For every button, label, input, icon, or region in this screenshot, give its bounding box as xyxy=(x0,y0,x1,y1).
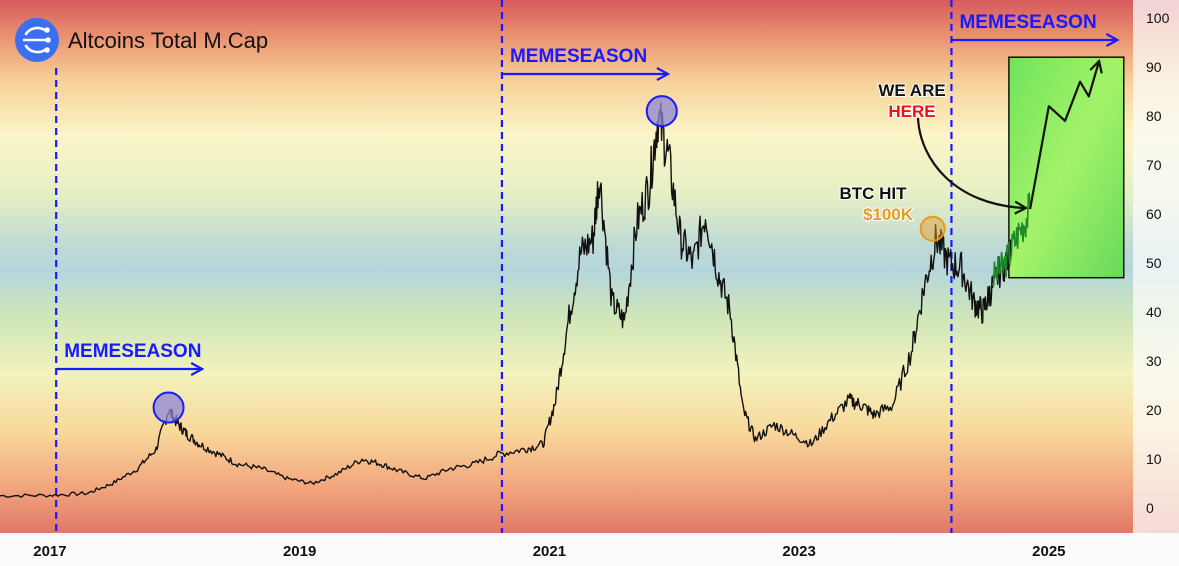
y-tick-label: 30 xyxy=(1146,353,1162,369)
chart-title: Altcoins Total M.Cap xyxy=(68,28,268,53)
y-tick-label: 70 xyxy=(1146,157,1162,173)
x-tick-label: 2023 xyxy=(782,543,815,560)
y-tick-label: 60 xyxy=(1146,206,1162,222)
x-tick-label: 2021 xyxy=(533,543,566,560)
btc-hit-circle-marker xyxy=(919,215,946,242)
we-are-label: WE ARE xyxy=(878,81,945,100)
memeseason-label: MEMESEASON xyxy=(510,46,647,67)
price-line xyxy=(0,102,1013,498)
y-tick-label: 20 xyxy=(1146,402,1162,418)
memeseason-markers: MEMESEASON MEMESEASON MEMESEASON xyxy=(55,0,1116,533)
recent-green-line xyxy=(991,192,1031,287)
x-axis-ticks: 2017 2019 2021 2023 2025 xyxy=(33,543,1065,560)
y-tick-label: 40 xyxy=(1146,304,1162,320)
y-tick-label: 10 xyxy=(1146,451,1162,467)
here-label: HERE xyxy=(888,102,935,121)
y-axis-ticks: 0 10 20 30 40 50 60 70 80 90 100 xyxy=(1146,10,1170,516)
peak-circle-marker xyxy=(152,391,185,424)
x-tick-label: 2017 xyxy=(33,543,66,560)
y-tick-label: 0 xyxy=(1146,500,1154,516)
projection-box xyxy=(1008,56,1125,279)
y-tick-label: 50 xyxy=(1146,255,1162,271)
y-tick-label: 90 xyxy=(1146,59,1162,75)
memeseason-label: MEMESEASON xyxy=(64,341,201,362)
projection-line xyxy=(1029,62,1099,210)
y-axis-band xyxy=(1133,0,1179,533)
x-tick-label: 2019 xyxy=(283,543,316,560)
memeseason-label: MEMESEASON xyxy=(959,12,1096,33)
peak-circle-marker xyxy=(645,95,678,128)
altcoin-network-logo-icon xyxy=(15,18,59,62)
price-series xyxy=(0,62,1099,498)
x-axis-band xyxy=(0,533,1179,566)
btc-hit-label: BTC HIT xyxy=(839,184,907,203)
x-tick-label: 2025 xyxy=(1032,543,1065,560)
btc-value-label: $100K xyxy=(863,205,914,224)
y-tick-label: 100 xyxy=(1146,10,1170,26)
we-are-here-arrow xyxy=(916,117,1025,208)
peak-markers xyxy=(152,95,946,424)
y-tick-label: 80 xyxy=(1146,108,1162,124)
